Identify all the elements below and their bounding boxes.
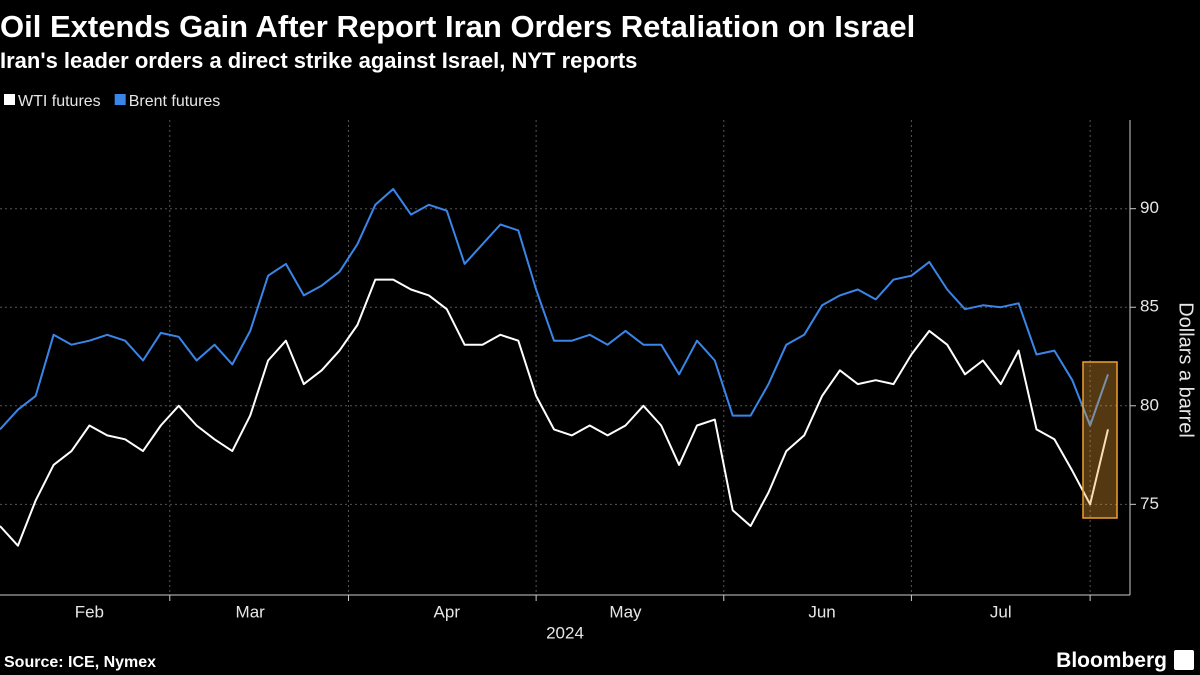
x-tick-label: Jul [990,602,1012,621]
y-tick-label: 75 [1140,494,1159,513]
x-tick-label: Mar [236,602,266,621]
y-tick-label: 85 [1140,297,1159,316]
brand: Bloomberg [1056,649,1167,672]
x-tick-label: Apr [434,602,461,621]
x-tick-label: Feb [75,602,104,621]
x-axis-label: 2024 [546,623,584,642]
x-tick-label: May [609,602,642,621]
legend-label: Brent futures [129,93,221,110]
legend-label: WTI futures [18,93,101,110]
series-line [0,188,1109,431]
y-axis-label: Dollars a barrel [1175,302,1197,438]
x-tick-label: Jun [808,602,835,621]
source: Source: ICE, Nymex [4,654,156,671]
brand-icon [1174,650,1194,670]
chart-title: Oil Extends Gain After Report Iran Order… [0,9,915,44]
y-tick-label: 80 [1140,395,1159,414]
legend-swatch [4,94,15,105]
y-tick-label: 90 [1140,198,1159,217]
highlight-box [1082,361,1118,519]
series-line [0,278,1109,547]
legend-swatch [114,94,126,105]
chart-subtitle: Iran's leader orders a direct strike aga… [0,48,637,73]
